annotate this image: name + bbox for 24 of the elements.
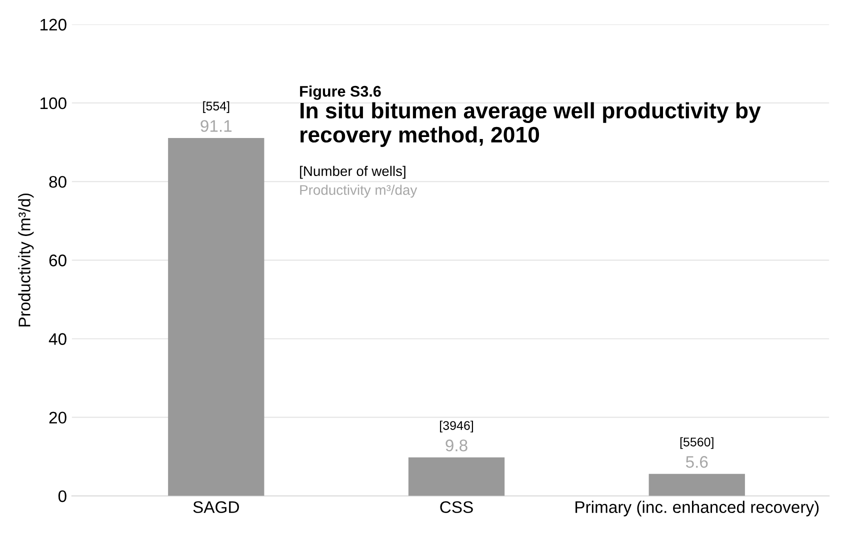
annotation: [Number of wells] xyxy=(300,166,406,179)
bar xyxy=(648,474,745,496)
data-label: 5.6 xyxy=(686,456,708,468)
bar xyxy=(168,138,264,496)
x-tick-label: SAGD xyxy=(193,501,239,514)
x-tick-label: CSS xyxy=(440,501,473,514)
y-axis-title: Productivity (m³/d) xyxy=(18,194,34,326)
annotation: Productivity m³/day xyxy=(300,184,418,198)
annotation: [3946] xyxy=(440,420,473,432)
text: Figure S3.6 xyxy=(300,86,381,100)
y-tick-label: 80 xyxy=(49,176,66,188)
y-tick-label: 100 xyxy=(40,97,66,110)
annotation: [554] xyxy=(203,101,230,113)
y-tick-label: 60 xyxy=(49,254,66,266)
bar xyxy=(408,457,505,496)
data-label: 91.1 xyxy=(200,120,232,132)
y-tick-label: 120 xyxy=(40,18,66,31)
y-tick-label: 20 xyxy=(49,412,66,424)
annotation: [5560] xyxy=(680,437,714,449)
y-tick-label: 0 xyxy=(58,490,66,502)
text: In situ bitumen average well productivity by recovery method, 2010 xyxy=(300,102,761,147)
y-tick-label: 40 xyxy=(48,333,66,345)
x-tick-label: Primary (inc. enhanced recovery) xyxy=(576,500,819,516)
data-label: 9.8 xyxy=(446,440,468,452)
